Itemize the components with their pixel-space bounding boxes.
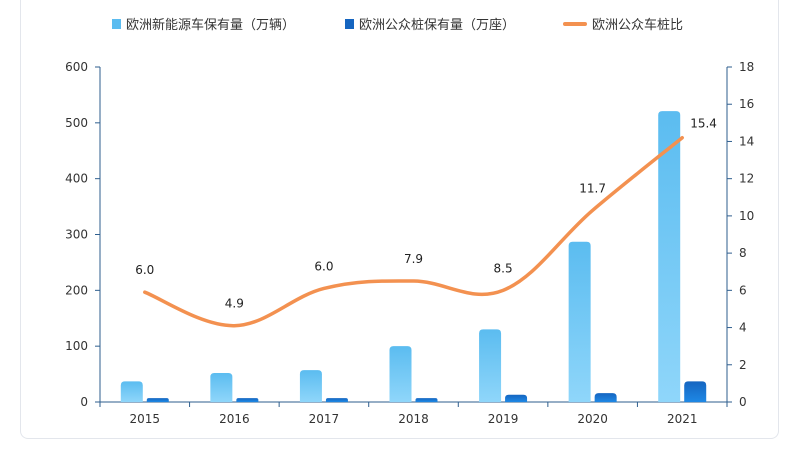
legend-item: 欧洲公众车桩比	[563, 17, 683, 33]
ratio-data-label: 7.9	[404, 252, 423, 266]
y-right-tick-label: 12	[739, 172, 754, 186]
legend-item: 欧洲公众桩保有量（万座）	[345, 18, 515, 33]
y-left-tick-label: 400	[65, 172, 88, 186]
y-left-tick-label: 0	[80, 395, 88, 409]
ratio-data-label: 8.5	[494, 261, 513, 275]
legend-label: 欧洲新能源车保有量（万辆）	[126, 17, 295, 33]
ratio-data-label: 11.7	[579, 181, 606, 195]
legend-item: 欧洲新能源车保有量（万辆）	[112, 17, 295, 33]
charger-stock-bar	[415, 398, 438, 402]
y-right-tick-label: 6	[739, 283, 747, 297]
ev-stock-bar	[658, 111, 681, 402]
x-tick-label: 2019	[488, 412, 519, 426]
ev-stock-bar	[120, 381, 143, 402]
ratio-line	[143, 135, 684, 328]
y-left-tick-label: 200	[65, 283, 88, 297]
y-left-tick-label: 100	[65, 339, 88, 353]
y-right-tick-label: 10	[739, 209, 754, 223]
ratio-data-label: 6.0	[314, 259, 333, 273]
charger-stock-bar	[594, 393, 617, 402]
chart-card	[20, 0, 779, 439]
legend-swatch-ev	[112, 19, 121, 29]
y-left-tick-label: 600	[65, 60, 88, 74]
y-right-tick-label: 14	[739, 134, 754, 148]
x-tick-label: 2015	[130, 412, 161, 426]
bars	[120, 111, 707, 402]
x-tick-label: 2021	[667, 412, 698, 426]
charger-stock-bar	[146, 398, 169, 402]
y-right-tick-label: 18	[739, 60, 754, 74]
charger-stock-bar	[236, 398, 259, 402]
line-series	[143, 135, 684, 328]
charger-stock-bar	[325, 398, 348, 402]
y-right-tick-label: 4	[739, 321, 747, 335]
ratio-data-label: 15.4	[690, 117, 717, 131]
charger-stock-bar	[505, 394, 528, 402]
ev-stock-bar	[389, 346, 412, 402]
y-right-tick-label: 2	[739, 358, 747, 372]
legend-label: 欧洲公众车桩比	[592, 17, 683, 33]
y-right-tick-label: 0	[739, 395, 747, 409]
x-tick-label: 2018	[398, 412, 429, 426]
y-right-tick-label: 8	[739, 246, 747, 260]
x-tick-label: 2020	[577, 412, 608, 426]
legend-label: 欧洲公众桩保有量（万座）	[359, 18, 515, 33]
y-left-tick-label: 300	[65, 228, 88, 242]
legend: 欧洲新能源车保有量（万辆） 欧洲公众桩保有量（万座） 欧洲公众车桩比	[112, 17, 683, 33]
x-tick-label: 2017	[309, 412, 340, 426]
data-labels: 6.0 4.9 6.0 7.9 8.5 11.7 15.4	[135, 117, 717, 311]
x-tick-label: 2016	[219, 412, 250, 426]
ev-stock-bar	[479, 329, 502, 402]
ev-stock-bar	[568, 241, 591, 402]
axes: 0 100 200 300 400 500 600 0 2 4 6 8 10 12 14 16 18 2015 20…	[65, 60, 754, 426]
y-right-tick-label: 16	[739, 97, 754, 111]
legend-swatch-charger	[345, 19, 354, 29]
ratio-data-label: 4.9	[225, 297, 244, 311]
ev-stock-bar	[299, 370, 322, 402]
ev-stock-bar	[210, 372, 233, 402]
charger-stock-bar	[684, 381, 707, 402]
y-left-tick-label: 500	[65, 116, 88, 130]
ratio-data-label: 6.0	[135, 263, 154, 277]
